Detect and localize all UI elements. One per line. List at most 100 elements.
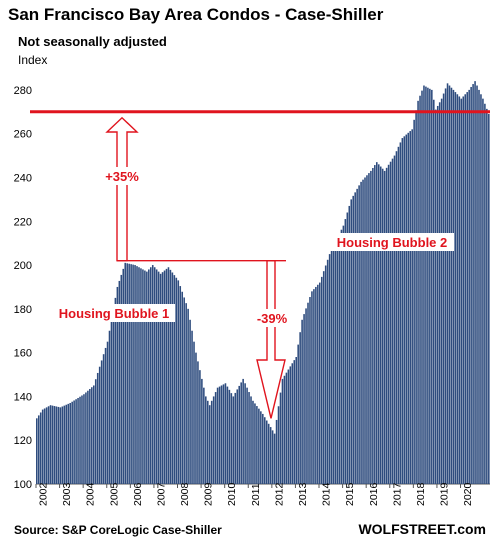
- bar: [136, 266, 138, 484]
- x-tick-label: 2015: [344, 482, 356, 506]
- bar: [405, 134, 408, 484]
- bar: [102, 354, 105, 484]
- bar: [120, 274, 123, 484]
- bar: [63, 405, 66, 484]
- bar: [488, 113, 490, 484]
- bar: [214, 392, 217, 484]
- bar: [423, 85, 425, 485]
- bar: [462, 96, 465, 485]
- bar: [299, 332, 301, 484]
- bar: [322, 271, 325, 484]
- bar: [324, 265, 327, 484]
- bar: [372, 167, 374, 485]
- bar: [104, 347, 107, 484]
- bar: [342, 225, 345, 484]
- bar: [142, 269, 144, 484]
- bar: [191, 330, 193, 484]
- bar: [303, 314, 305, 484]
- bar: [283, 375, 286, 484]
- bar: [65, 404, 68, 484]
- bars: [36, 81, 490, 485]
- x-tick-label: 2013: [297, 482, 309, 506]
- bar: [377, 164, 380, 484]
- bar: [96, 372, 99, 484]
- bar: [350, 199, 353, 484]
- x-tick-label: 2009: [203, 482, 215, 506]
- bar: [433, 99, 435, 484]
- bar: [39, 412, 42, 484]
- bar: [45, 407, 48, 484]
- bar: [311, 291, 313, 484]
- bar: [434, 109, 437, 484]
- bar: [480, 94, 482, 485]
- bar: [258, 408, 260, 484]
- bar: [248, 392, 250, 484]
- bar: [348, 205, 351, 484]
- bar: [100, 360, 103, 484]
- bar: [189, 319, 191, 484]
- bar: [149, 267, 152, 484]
- bar: [85, 392, 87, 484]
- bar: [374, 165, 376, 484]
- bar: [98, 366, 101, 484]
- annotation-background: [330, 233, 454, 251]
- bar: [232, 396, 235, 484]
- bar: [444, 88, 447, 484]
- bar: [91, 387, 93, 484]
- bar: [144, 270, 146, 484]
- x-tick-label: 2019: [439, 482, 451, 506]
- bar: [175, 277, 178, 484]
- bar: [116, 286, 119, 484]
- bar: [366, 175, 368, 484]
- bar: [307, 302, 309, 484]
- bar: [240, 382, 242, 484]
- y-tick-label: 160: [14, 348, 32, 360]
- bar: [401, 138, 404, 484]
- bar: [429, 88, 431, 485]
- bar: [381, 168, 384, 484]
- bar: [391, 158, 394, 484]
- bar: [161, 272, 164, 484]
- bar: [148, 269, 150, 484]
- bar: [389, 161, 392, 484]
- x-tick-label: 2007: [155, 482, 167, 506]
- y-tick-label: 140: [14, 391, 32, 403]
- chart-subtitle: Not seasonally adjusted: [18, 34, 167, 49]
- bar: [244, 383, 246, 484]
- x-axis: 2002 2003 2004 2005 2006 2007 2008 2009 2010 2011…: [35, 482, 474, 506]
- bar: [157, 271, 160, 484]
- bar: [427, 87, 429, 485]
- x-tick-label: 2010: [226, 482, 238, 506]
- bar: [55, 406, 58, 484]
- bar: [246, 387, 248, 484]
- bar: [51, 405, 54, 484]
- bar: [352, 195, 354, 484]
- bar: [210, 400, 213, 484]
- bar: [206, 400, 209, 484]
- bar: [230, 393, 233, 484]
- bar: [205, 396, 207, 484]
- bar: [354, 192, 356, 485]
- bar: [356, 188, 358, 485]
- annotation-label: -39%: [257, 311, 288, 326]
- bar: [167, 267, 170, 484]
- bar: [452, 89, 455, 484]
- bar: [450, 87, 453, 485]
- bar: [399, 142, 402, 484]
- bar: [281, 378, 284, 484]
- bar: [440, 98, 443, 485]
- annotation-background: [254, 309, 290, 327]
- bar: [151, 265, 154, 484]
- bar: [415, 110, 417, 484]
- bar: [464, 94, 467, 485]
- bar: [110, 319, 113, 484]
- bar: [177, 280, 180, 484]
- bar: [379, 166, 382, 484]
- bar: [185, 303, 187, 484]
- bar: [67, 403, 70, 484]
- bar: [199, 370, 201, 484]
- bar: [413, 119, 415, 484]
- bar: [319, 282, 321, 484]
- bar: [171, 272, 174, 484]
